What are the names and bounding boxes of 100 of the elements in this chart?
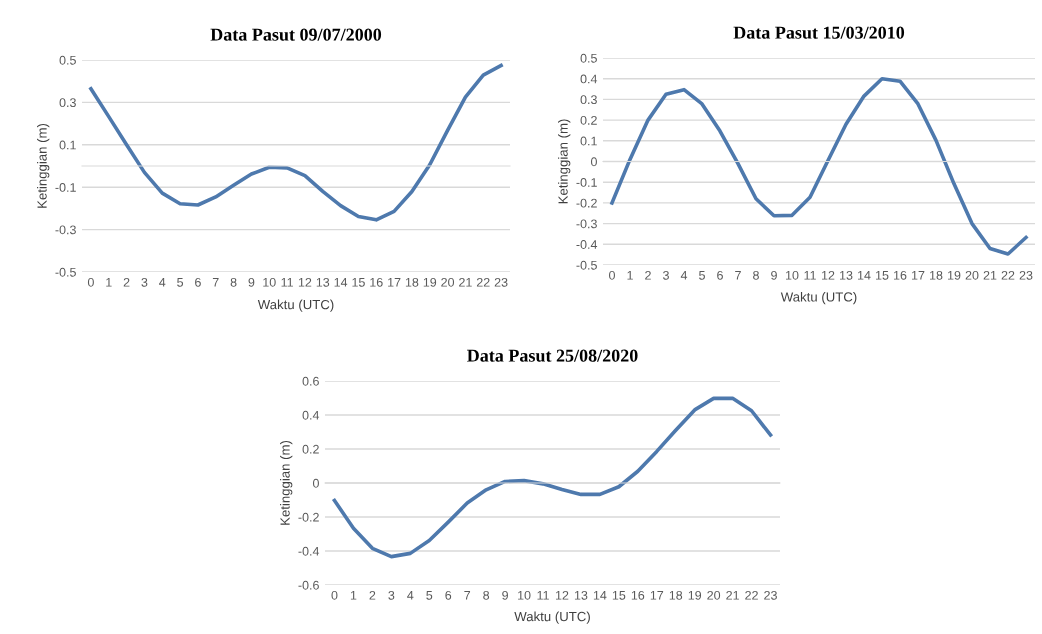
x-axis-title: Waktu (UTC) xyxy=(780,291,857,305)
x-tick-label: 21 xyxy=(459,277,472,287)
x-tick-label: 21 xyxy=(983,270,997,280)
x-tick-label: 6 xyxy=(445,590,452,600)
x-tick-label: 4 xyxy=(680,271,688,280)
x-tick-label: 7 xyxy=(212,278,219,287)
chart-title: Data Pasut 09/07/2000 xyxy=(210,28,382,41)
x-tick-label: 8 xyxy=(753,270,759,280)
line-series xyxy=(89,63,503,222)
x-tick-label: 15 xyxy=(876,271,889,280)
y-tick-label: 0.2 xyxy=(580,115,597,125)
chart-title: Data Pasut 15/03/2010 xyxy=(733,26,905,39)
x-tick-label: 12 xyxy=(822,270,835,280)
x-tick-label: 0 xyxy=(87,277,94,287)
y-tick-label: -0.5 xyxy=(55,267,76,277)
x-tick-label: 1 xyxy=(627,271,633,280)
x-tick-label: 13 xyxy=(574,590,588,600)
x-tick-label: 10 xyxy=(786,270,799,280)
x-tick-label: 18 xyxy=(930,270,943,280)
y-tick-label: 0 xyxy=(312,478,319,488)
chart-title: Data Pasut 25/08/2020 xyxy=(467,349,638,362)
x-tick-label: 3 xyxy=(141,277,148,287)
x-tick-label: 12 xyxy=(298,277,312,287)
x-tick-label: 17 xyxy=(650,591,664,600)
y-tick-label: -0.1 xyxy=(55,183,76,192)
x-tick-label: 2 xyxy=(123,277,130,287)
y-axis-title: Ketinggian (m) xyxy=(280,440,293,525)
x-tick-label: 20 xyxy=(707,590,721,600)
x-tick-label: 5 xyxy=(699,271,705,280)
x-tick-label: 23 xyxy=(764,590,777,600)
x-tick-label: 4 xyxy=(407,591,414,600)
x-tick-label: 11 xyxy=(804,271,816,280)
x-tick-label: 11 xyxy=(537,591,549,600)
x-tick-label: 16 xyxy=(894,270,907,280)
x-tick-label: 14 xyxy=(334,278,348,287)
y-tick-label: 0.5 xyxy=(580,53,597,63)
x-tick-label: 16 xyxy=(370,277,383,287)
y-tick-label: 0 xyxy=(590,157,597,167)
x-tick-label: 18 xyxy=(669,590,683,600)
x-tick-label: 16 xyxy=(631,590,645,600)
x-tick-label: 10 xyxy=(263,277,276,287)
x-tick-label: 7 xyxy=(735,271,741,280)
y-tick-label: 0.3 xyxy=(59,98,76,108)
x-tick-label: 9 xyxy=(502,590,508,600)
x-tick-label: 5 xyxy=(177,278,184,287)
y-axis-title: Ketinggian (m) xyxy=(37,123,50,208)
x-axis-title: Waktu (UTC) xyxy=(257,299,334,312)
x-tick-label: 17 xyxy=(912,271,925,280)
y-tick-label: 0.4 xyxy=(580,74,598,84)
y-tick-label: 0.6 xyxy=(302,376,319,386)
x-tick-label: 2 xyxy=(645,270,651,280)
y-tick-label: 0.1 xyxy=(580,136,597,146)
y-tick-label: -0.4 xyxy=(298,546,320,556)
x-tick-label: 2 xyxy=(369,590,376,600)
x-tick-label: 23 xyxy=(494,277,508,287)
x-tick-label: 12 xyxy=(555,590,569,600)
y-tick-label: -0.2 xyxy=(576,198,597,208)
x-tick-label: 3 xyxy=(388,590,395,600)
x-tick-label: 13 xyxy=(840,270,853,280)
y-tick-label: -0.3 xyxy=(55,225,76,235)
x-tick-label: 6 xyxy=(195,277,201,287)
x-tick-label: 19 xyxy=(423,277,437,287)
x-axis-title: Waktu (UTC) xyxy=(514,611,590,624)
y-tick-label: 0.4 xyxy=(302,410,320,420)
x-tick-label: 3 xyxy=(663,270,669,280)
x-tick-label: 17 xyxy=(388,278,401,287)
x-tick-label: 14 xyxy=(593,591,607,600)
y-tick-label: -0.5 xyxy=(576,260,597,270)
x-tick-label: 23 xyxy=(1019,270,1033,280)
x-tick-label: 19 xyxy=(948,270,961,280)
x-tick-label: 19 xyxy=(688,590,702,600)
line-series xyxy=(332,396,773,559)
x-tick-label: 22 xyxy=(745,590,758,600)
x-tick-label: 0 xyxy=(609,270,615,280)
x-tick-label: 11 xyxy=(281,278,293,287)
x-tick-label: 8 xyxy=(230,277,237,287)
x-tick-label: 7 xyxy=(464,591,471,600)
y-tick-label: -0.6 xyxy=(298,580,319,590)
x-tick-label: 22 xyxy=(476,277,490,287)
x-tick-label: 10 xyxy=(518,590,531,600)
y-tick-label: 0.5 xyxy=(59,55,76,65)
x-tick-label: 0 xyxy=(331,590,338,600)
x-tick-label: 21 xyxy=(726,590,739,600)
x-tick-label: 4 xyxy=(159,278,166,287)
y-tick-label: -0.2 xyxy=(298,512,319,522)
y-tick-label: -0.3 xyxy=(576,219,597,229)
y-tick-label: 0.3 xyxy=(580,95,597,105)
x-tick-label: 18 xyxy=(405,277,419,287)
x-tick-label: 1 xyxy=(350,591,357,600)
line-series xyxy=(610,76,1028,256)
y-axis-title: Ketinggian (m) xyxy=(558,119,571,204)
x-tick-label: 9 xyxy=(248,277,255,287)
x-tick-label: 20 xyxy=(441,277,455,287)
y-tick-label: -0.4 xyxy=(576,240,598,249)
x-tick-label: 8 xyxy=(483,590,490,600)
x-tick-label: 1 xyxy=(106,278,112,287)
x-tick-label: 9 xyxy=(771,270,777,280)
x-tick-label: 20 xyxy=(965,270,979,280)
y-tick-label: 0.1 xyxy=(59,140,76,150)
x-tick-label: 5 xyxy=(426,591,433,600)
